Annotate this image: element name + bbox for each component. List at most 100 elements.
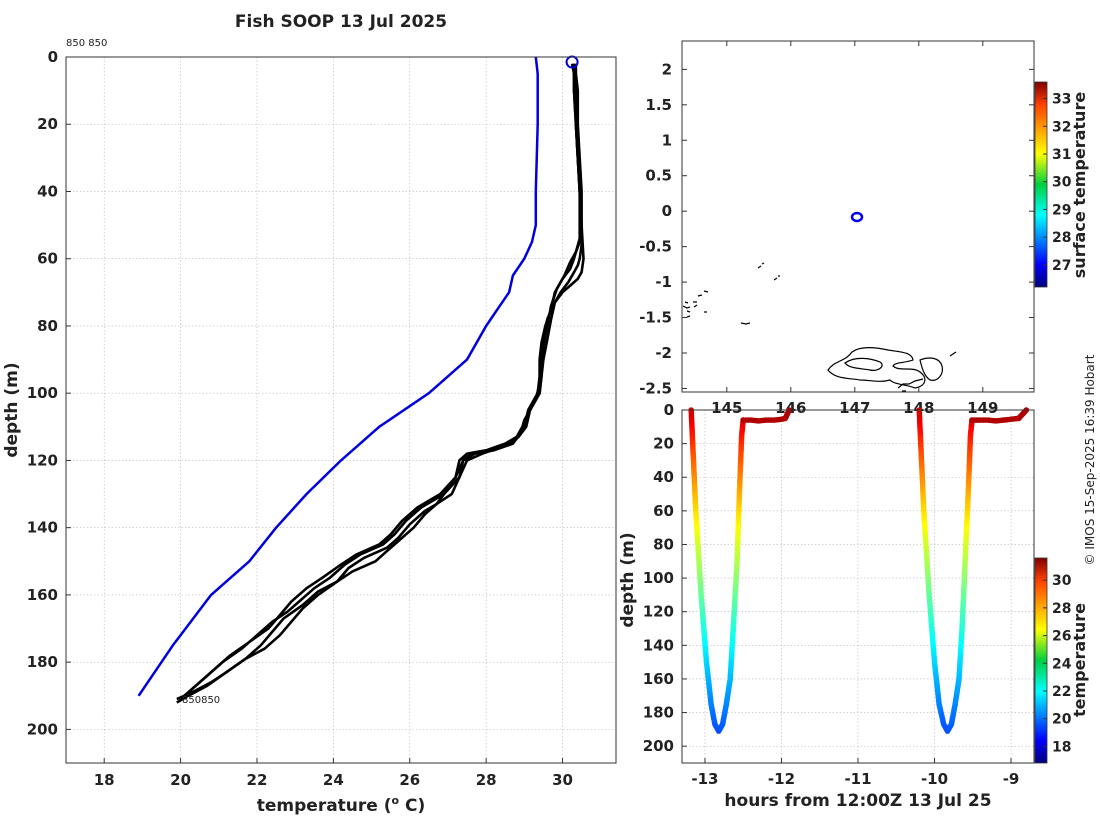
map-x-tick-4: 149 bbox=[967, 399, 998, 417]
profile-y-tick-4: 80 bbox=[37, 317, 58, 335]
temperature-colorbar-tick-0: 18 bbox=[1052, 739, 1071, 755]
surface-temperature-colorbar-gradient bbox=[1034, 81, 1048, 288]
time-depth-y-tick-7: 140 bbox=[643, 636, 674, 654]
map-y-tick-9: -2.5 bbox=[639, 379, 672, 397]
time-depth-x-tick-3: -10 bbox=[921, 770, 948, 788]
profile-y-tick-6: 120 bbox=[27, 451, 58, 469]
profile-y-tick-3: 60 bbox=[37, 250, 58, 268]
surface-temperature-colorbar-ticks: 27 28 29 30 31 32 33 bbox=[1043, 92, 1072, 274]
time-depth-y-tick-9: 180 bbox=[643, 704, 674, 722]
time-depth-y-ticks: 0 20 40 60 80 100 120 140 160 180 200 bbox=[643, 401, 687, 755]
temperature-colorbar-gradient bbox=[1034, 557, 1048, 764]
map-y-tick-7: -1.5 bbox=[639, 309, 672, 327]
profile-x-tick-4: 26 bbox=[399, 771, 420, 789]
time-depth-x-tick-4: -9 bbox=[1003, 770, 1020, 788]
time-depth-x-tick-0: -13 bbox=[691, 770, 718, 788]
time-depth-y-tick-3: 60 bbox=[653, 502, 674, 520]
surface-temperature-colorbar-tick-6: 33 bbox=[1052, 92, 1071, 108]
profile-x-tick-5: 28 bbox=[476, 771, 497, 789]
profile-series-cast-4 bbox=[176, 63, 583, 704]
credit-text: © IMOS 15-Sep-2025 16:39 Hobart bbox=[1083, 354, 1097, 565]
profile-y-tick-2: 40 bbox=[37, 182, 58, 200]
temperature-colorbar-tick-5: 28 bbox=[1052, 601, 1071, 617]
profile-x-tick-1: 20 bbox=[170, 771, 191, 789]
profile-series-cast-3 bbox=[176, 63, 585, 701]
map-y-tick-5: -0.5 bbox=[639, 238, 672, 256]
coastline-island-e2 bbox=[949, 351, 957, 357]
time-depth-y-tick-5: 100 bbox=[643, 569, 674, 587]
time-depth-y-tick-2: 40 bbox=[653, 468, 674, 486]
map-y-tick-6: -1 bbox=[655, 273, 672, 291]
map-y-tick-4: 0 bbox=[662, 202, 672, 220]
time-depth-y-tick-4: 80 bbox=[653, 535, 674, 553]
surface-temperature-colorbar: 27 28 29 30 31 32 33 surface temperature bbox=[1034, 81, 1089, 288]
profile-x-tick-0: 18 bbox=[94, 771, 115, 789]
time-depth-x-tick-2: -11 bbox=[844, 770, 871, 788]
map-frame bbox=[681, 40, 1035, 393]
time-depth-y-tick-0: 0 bbox=[664, 401, 674, 419]
time-depth-x-tick-1: -12 bbox=[768, 770, 795, 788]
surface-temperature-colorbar-tick-5: 32 bbox=[1052, 119, 1071, 135]
time-depth-y-label: depth (m) bbox=[618, 532, 638, 627]
profile-y-label: depth (m) bbox=[2, 362, 22, 457]
profile-grid bbox=[66, 56, 616, 763]
coastline-island-west bbox=[682, 290, 709, 318]
temperature-colorbar: 18 20 22 24 26 28 30 temperature bbox=[1034, 557, 1089, 764]
ship-position-marker bbox=[850, 211, 864, 223]
surface-temperature-colorbar-tick-0: 27 bbox=[1052, 258, 1071, 274]
map-x-ticks: 145146147148149 bbox=[711, 41, 998, 417]
temperature-colorbar-tick-2: 22 bbox=[1052, 684, 1071, 700]
profile-y-tick-5: 100 bbox=[27, 384, 58, 402]
time-depth-y-tick-10: 200 bbox=[643, 737, 674, 755]
time-depth-x-label: hours from 12:00Z 13 Jul 25 bbox=[724, 791, 991, 811]
temperature-colorbar-tick-6: 30 bbox=[1052, 573, 1072, 589]
map-y-tick-3: 0.5 bbox=[645, 167, 672, 185]
profile-y-tick-7: 140 bbox=[27, 519, 58, 537]
coastline-new-ireland bbox=[827, 347, 926, 389]
profile-series-cast-2 bbox=[179, 63, 583, 701]
map-y-tick-0: 2 bbox=[662, 60, 672, 78]
coastlines bbox=[682, 262, 957, 392]
surface-temperature-colorbar-tick-2: 29 bbox=[1052, 202, 1071, 218]
temperature-colorbar-ticks: 18 20 22 24 26 28 30 bbox=[1043, 573, 1072, 755]
temperature-colorbar-tick-3: 24 bbox=[1052, 656, 1072, 672]
profile-series-cast-1 bbox=[183, 63, 582, 697]
profile-y-ticks: 0 20 40 60 80 100 120 140 160 180 200 bbox=[27, 48, 71, 738]
profile-y-tick-9: 180 bbox=[27, 653, 58, 671]
map-x-tick-2: 147 bbox=[839, 399, 870, 417]
profile-y-tick-0: 0 bbox=[48, 48, 58, 66]
map-y-tick-2: 1 bbox=[662, 131, 672, 149]
profile-y-tick-8: 160 bbox=[27, 586, 58, 604]
profile-x-tick-6: 30 bbox=[552, 771, 573, 789]
coastline-inner bbox=[844, 357, 883, 371]
profile-x-tick-3: 24 bbox=[323, 771, 344, 789]
profile-x-tick-2: 22 bbox=[247, 771, 268, 789]
profile-x-label: temperature (o C) bbox=[257, 794, 426, 816]
time-depth-panel: -13 -12 -11 -10 -9 0 20 40 60 80 100 120 140 160 180 2… bbox=[618, 401, 1089, 811]
profile-series-climatology bbox=[137, 56, 539, 697]
profile-annotation-top: 850 850 bbox=[66, 38, 107, 49]
time-depth-points bbox=[688, 407, 1030, 734]
profile-annotation-bottom: 850850 bbox=[182, 695, 220, 706]
surface-temperature-colorbar-tick-1: 28 bbox=[1052, 230, 1071, 246]
time-depth-x-ticks: -13 -12 -11 -10 -9 bbox=[691, 758, 1019, 788]
map-y-tick-1: 1.5 bbox=[645, 96, 672, 114]
coastline-island-east bbox=[919, 357, 943, 381]
map-x-tick-0: 145 bbox=[711, 399, 742, 417]
map-panel: 2 1.5 1 0.5 0 -0.5 -1 -1.5 -2 -2.5 14514614714814… bbox=[639, 40, 1089, 417]
surface-temperature-colorbar-tick-3: 30 bbox=[1052, 175, 1072, 191]
temperature-colorbar-label: temperature bbox=[1070, 603, 1089, 717]
coastline-island-se bbox=[897, 378, 924, 392]
profile-panel: Fish SOOP 13 Jul 2025 850 850 18 20 22 24 26… bbox=[2, 12, 617, 816]
profile-title: Fish SOOP 13 Jul 2025 bbox=[235, 12, 447, 32]
time-depth-y-tick-1: 20 bbox=[653, 435, 674, 453]
coastline-island-4 bbox=[773, 275, 780, 281]
time-depth-y-tick-8: 160 bbox=[643, 670, 674, 688]
profile-x-ticks: 18 20 22 24 26 28 30 bbox=[94, 758, 573, 789]
map-y-tick-8: -2 bbox=[655, 344, 672, 362]
coastline-island-3 bbox=[757, 262, 765, 269]
profile-frame bbox=[65, 56, 617, 764]
temperature-colorbar-tick-1: 20 bbox=[1052, 712, 1072, 728]
time-depth-y-tick-6: 120 bbox=[643, 603, 674, 621]
